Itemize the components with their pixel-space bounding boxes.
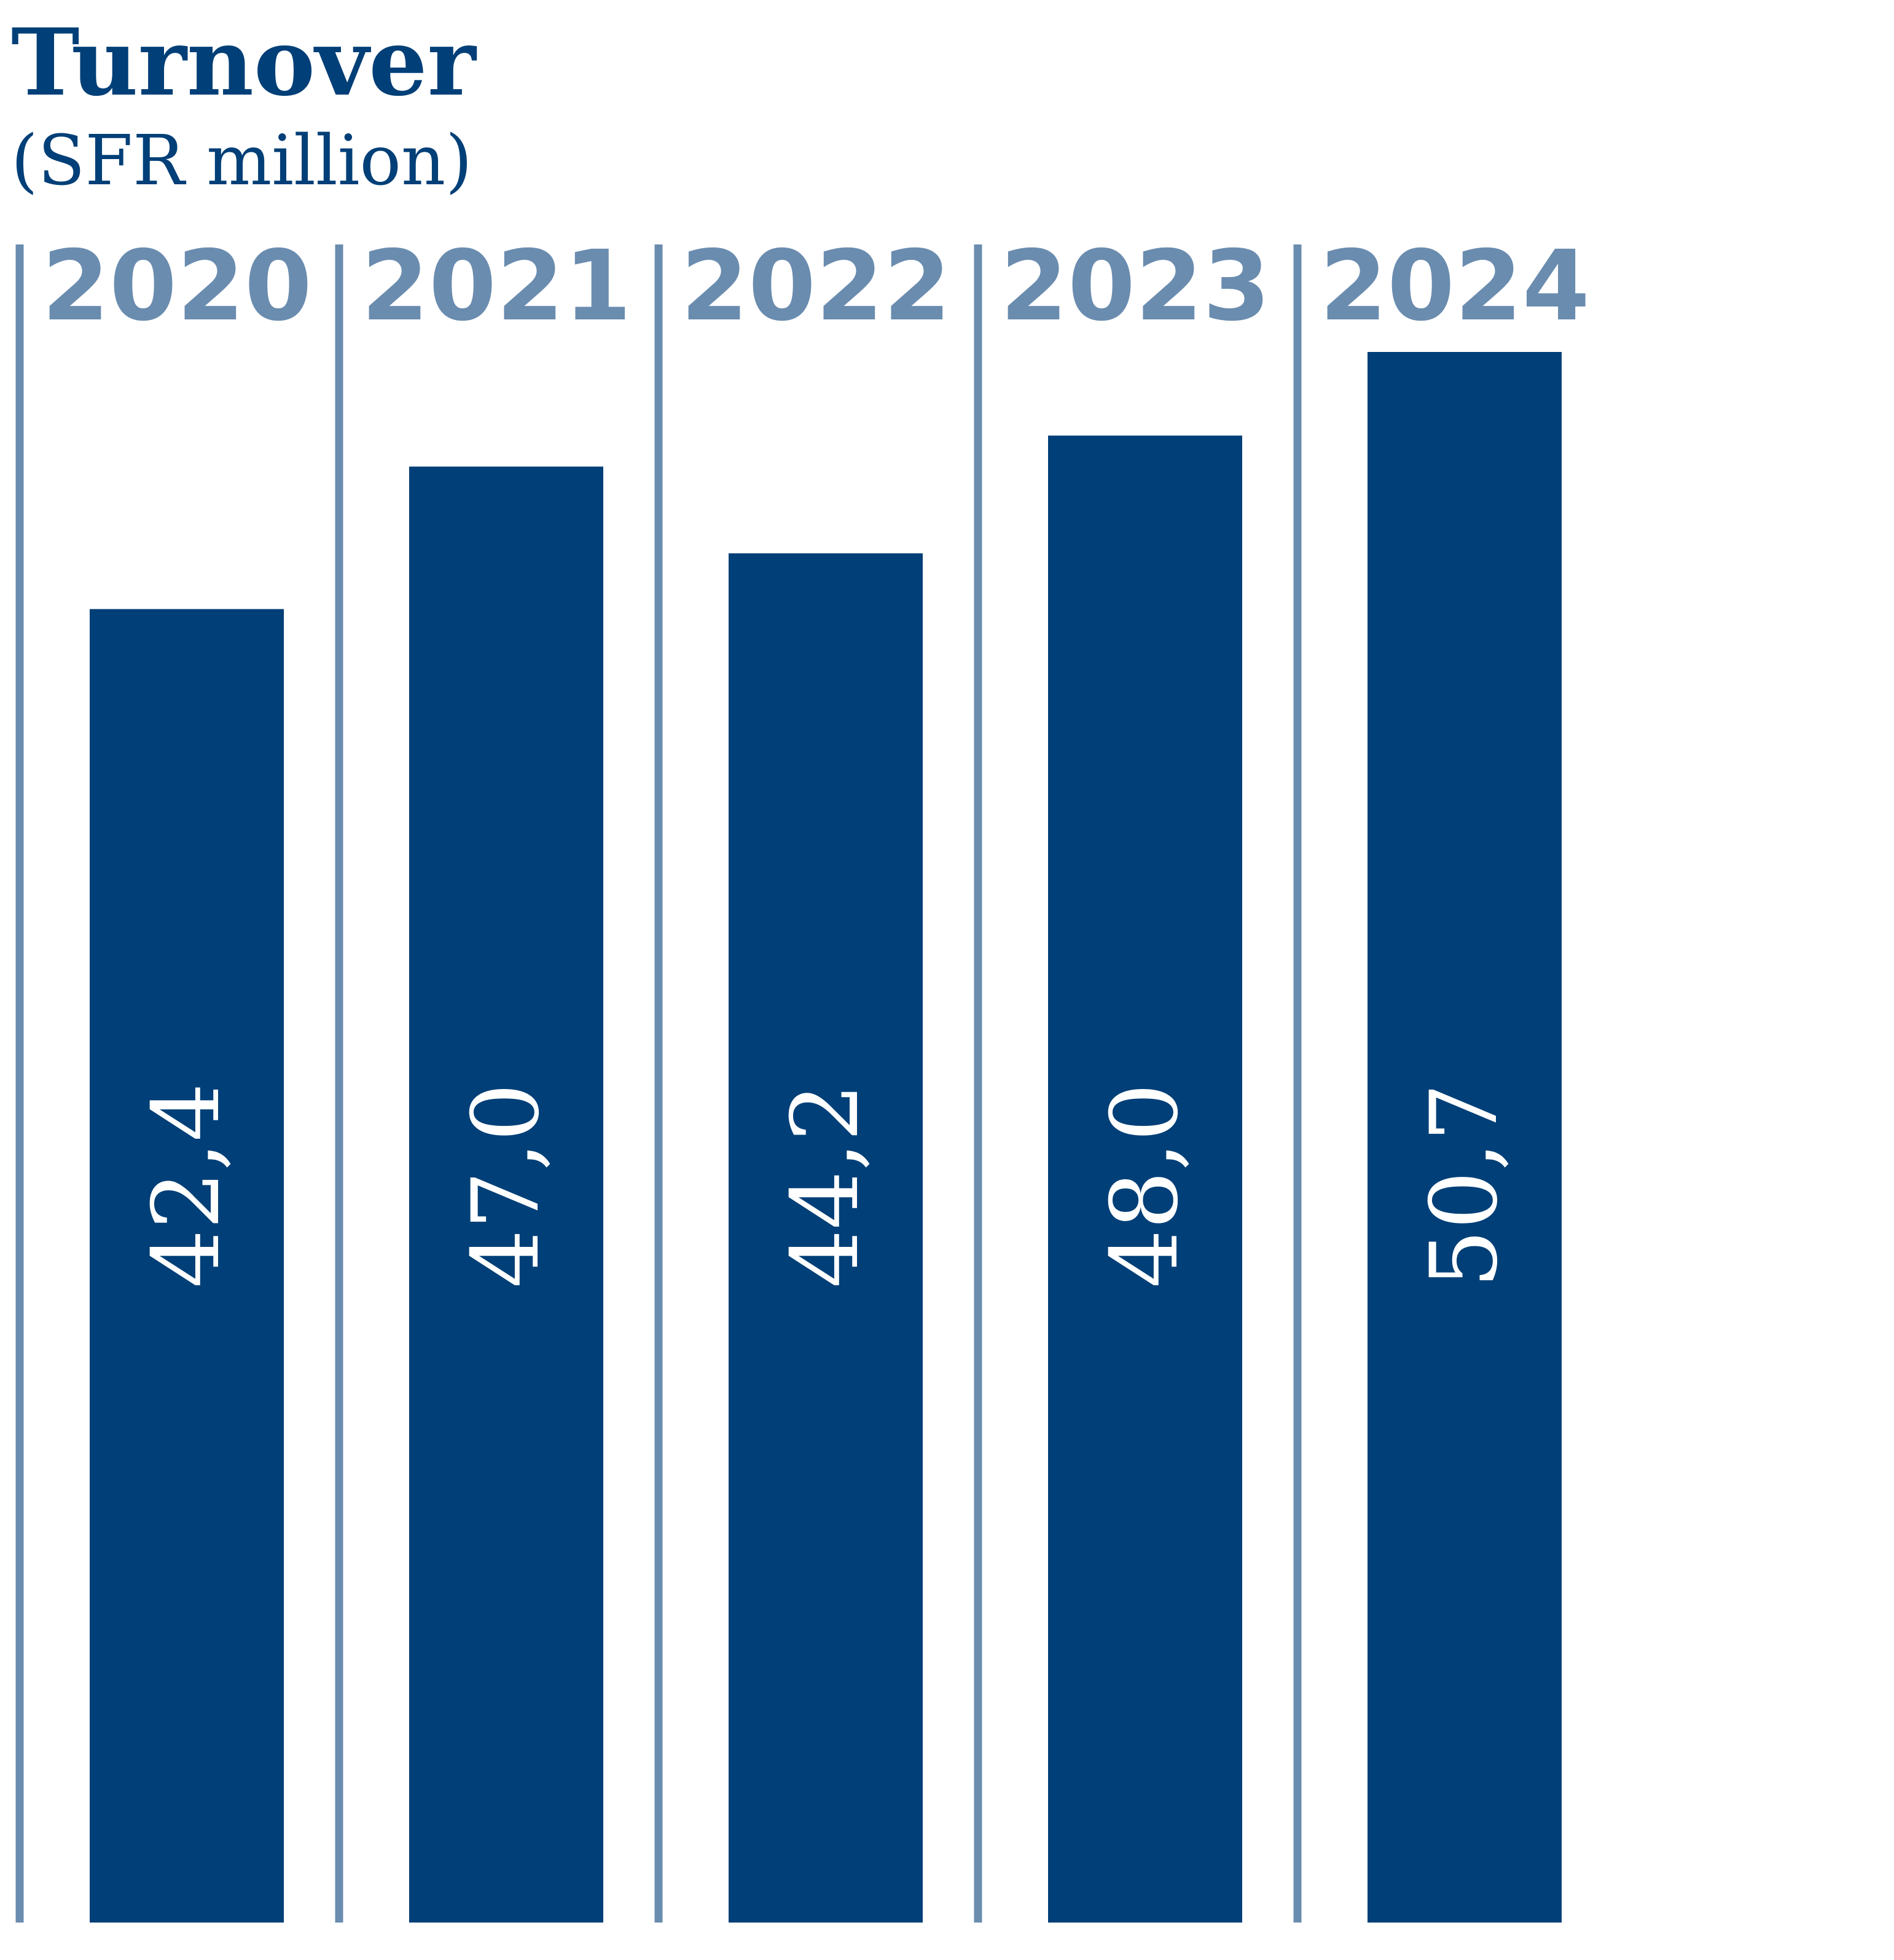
year-label-2024: 2024	[1320, 230, 1590, 343]
value-label-2023: 48,0	[1092, 1083, 1199, 1288]
value-labels: 42,4 47,0 44,2 48,0 50,7	[133, 1083, 1518, 1288]
value-label-2022: 44,2	[772, 1083, 879, 1288]
bar-2020	[90, 609, 284, 1923]
value-label-2024: 50,7	[1411, 1083, 1518, 1288]
bar-2024	[1368, 352, 1562, 1923]
value-label-2021: 47,0	[453, 1083, 560, 1288]
year-label-2020: 2020	[42, 230, 312, 343]
bar-2022	[729, 553, 923, 1923]
bar-2021	[409, 466, 603, 1923]
year-label-2022: 2022	[681, 230, 951, 343]
year-label-2023: 2023	[1000, 230, 1270, 343]
year-labels: 2020 2021 2022 2023 2024	[42, 230, 1590, 343]
chart-title: Turnover	[11, 9, 477, 117]
bar-2023	[1048, 435, 1242, 1923]
value-label-2020: 42,4	[133, 1083, 240, 1288]
chart-subtitle: (SFR million)	[11, 121, 472, 201]
bars	[90, 352, 1562, 1923]
year-label-2021: 2021	[361, 230, 632, 343]
column-dividers	[15, 244, 1302, 1923]
